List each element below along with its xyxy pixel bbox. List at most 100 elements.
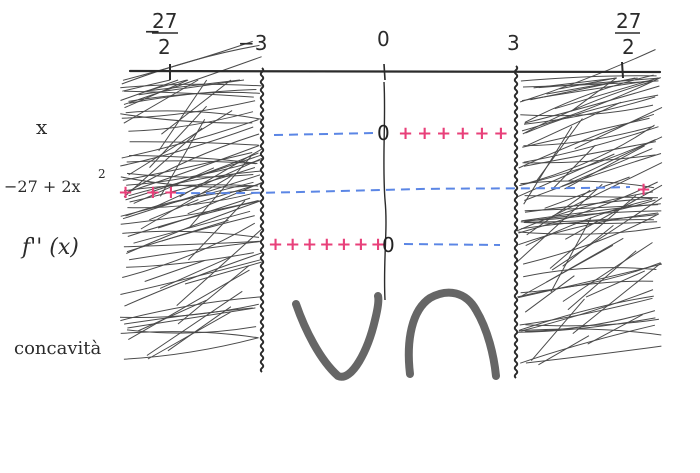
hatch-stroke [562,242,653,302]
hatch-stroke [140,176,231,230]
tick-label-pos-27-2: 27 2 [615,9,641,59]
hatch-stroke [121,119,259,159]
hatch-stroke [128,110,233,176]
hatch-stroke [530,298,585,362]
hatch-stroke [536,118,583,181]
hatch-stroke [524,85,660,124]
tick-label-pos-denominator: 2 [622,35,635,59]
hatch-stroke [120,126,254,167]
hatch-stroke [122,152,253,181]
hatch-stroke [517,317,656,333]
hatch-stroke [521,77,661,132]
hatch-stroke [122,79,171,92]
row-label-quadratic-exponent: 2 [98,167,106,181]
quadratic-row-positive-right: + [636,179,651,200]
tick-label-neg-sign: − [144,19,161,43]
hatch-stroke [123,127,203,198]
hatch-stroke [516,183,603,263]
hatch-stroke [518,328,662,336]
f2-row-zero: 0 [382,233,395,257]
hatch-stroke [523,124,655,185]
hatch-stroke [126,252,254,268]
hatch-stroke [564,145,645,190]
hatch-stroke [149,105,207,168]
hatch-stroke [524,310,656,333]
hatch-stroke [171,154,263,186]
concave-down-curve [404,288,500,380]
hatch-stroke [128,133,260,192]
x-row-zero: 0 [377,121,390,145]
hatch-stroke [550,217,592,293]
hatch-stroke [138,79,245,96]
tick-label-pos-3: 3 [507,31,520,55]
hatch-stroke [157,197,251,229]
concave-up-curve [292,292,383,381]
hatch-stroke [120,331,259,339]
hatch-stroke [520,289,654,332]
hatch-stroke [518,113,655,169]
hatch-stroke [568,136,663,182]
x-row-positive-signs: ++++++ [398,123,513,144]
hatch-stroke [120,113,253,124]
hatch-stroke [525,345,662,364]
hatch-stroke [179,148,263,198]
hatch-stroke [133,167,215,204]
hatch-stroke [143,79,188,93]
x-row-negative-dashes [273,132,377,136]
hatch-stroke [128,170,262,197]
hatch-stroke [524,197,653,213]
hatch-stroke [187,182,263,207]
hatch-stroke [538,77,661,89]
hatch-stroke [520,180,655,189]
hatch-stroke [518,226,661,235]
hatch-stroke [574,106,663,150]
hatch-stroke [125,110,262,120]
tick-label-neg-denominator: 2 [158,35,171,59]
hatch-stroke [120,296,261,322]
zero-vertical-line [383,81,387,301]
hatch-stroke [122,174,261,220]
hatch-stroke [523,267,657,278]
hatch-stroke [120,176,256,188]
hatch-stroke [521,203,661,222]
hatch-stroke [147,311,231,360]
hatch-stroke [516,191,654,232]
hatch-stroke [533,77,617,89]
hatch-stroke [120,83,262,89]
hatch-stroke [124,307,253,325]
hatch-stroke [570,77,617,112]
hatch-stroke [538,335,590,366]
hatch-stroke [161,219,229,242]
hatch-stroke [127,307,256,329]
hatch-stroke [524,199,656,222]
hatch-stroke [523,125,654,147]
hatch-stroke [122,230,260,238]
row-label-concavity: concavità [14,338,101,359]
hatch-stroke [554,77,659,110]
hatch-stroke [120,259,261,295]
hatch-stroke [544,176,630,209]
hatch-stroke [587,314,643,345]
hatch-stroke [122,222,256,278]
hatch-stroke [518,295,654,331]
left-hatched-region [119,40,263,360]
hatch-stroke [129,241,260,261]
hatch-stroke [519,297,653,326]
hatch-stroke [585,270,646,298]
quadratic-row-positive-left: + ++ [118,182,182,203]
hatch-stroke [123,337,259,360]
f2-row-negative-dashes [403,243,501,246]
right-hatched-region [516,49,663,366]
hatch-stroke [559,77,616,90]
hatch-stroke [187,182,263,215]
hatch-stroke [123,79,199,124]
hatch-stroke [184,261,263,285]
hatch-stroke [161,79,232,135]
hatch-stroke [126,326,257,334]
hatch-stroke [121,100,256,119]
row-label-quadratic-main: −27 + 2x [4,177,81,196]
hatch-stroke [129,89,257,104]
hatch-stroke [561,148,653,187]
hatch-stroke [124,90,254,98]
